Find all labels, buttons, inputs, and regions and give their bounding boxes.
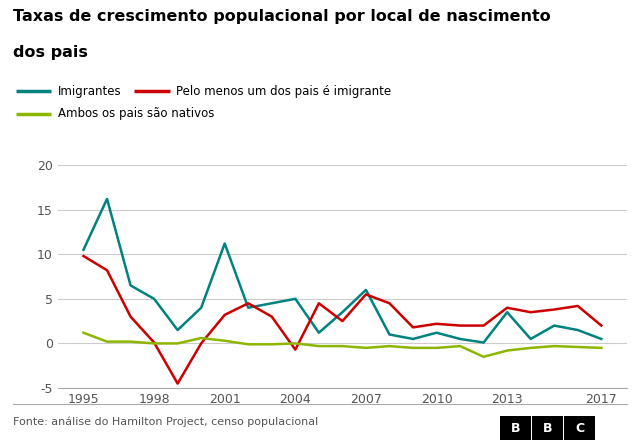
Text: dos pais: dos pais — [13, 45, 88, 60]
Text: Imigrantes: Imigrantes — [58, 85, 121, 98]
Text: Taxas de crescimento populacional por local de nascimento: Taxas de crescimento populacional por lo… — [13, 9, 550, 24]
Text: B: B — [511, 421, 520, 435]
Text: B: B — [543, 421, 552, 435]
Text: Ambos os pais são nativos: Ambos os pais são nativos — [58, 107, 214, 120]
Text: Pelo menos um dos pais é imigrante: Pelo menos um dos pais é imigrante — [176, 85, 391, 98]
Text: Fonte: análise do Hamilton Project, censo populacional: Fonte: análise do Hamilton Project, cens… — [13, 416, 318, 427]
Text: C: C — [575, 421, 584, 435]
